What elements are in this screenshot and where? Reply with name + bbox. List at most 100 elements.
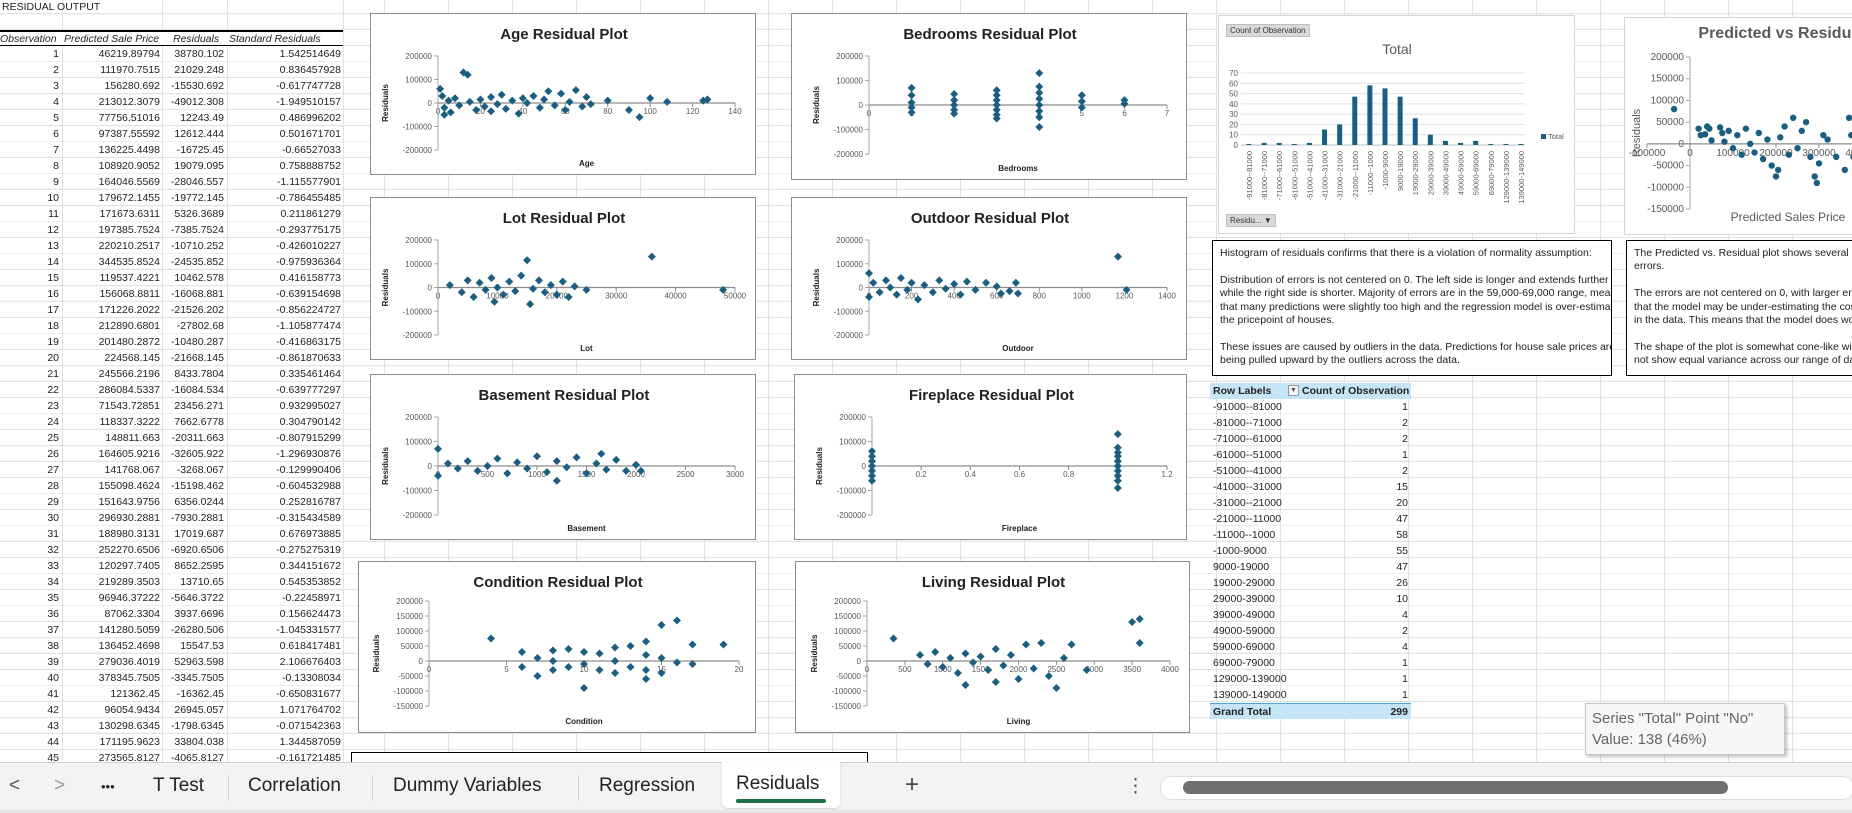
residual-cell[interactable]: 7662.6778: [174, 416, 224, 428]
residual-cell[interactable]: 3937.6696: [174, 608, 224, 620]
predicted-cell[interactable]: 108920.9052: [98, 160, 160, 172]
pivot-row-count[interactable]: 15: [1396, 481, 1408, 493]
predicted-cell[interactable]: 344535.8524: [98, 256, 160, 268]
residual-cell[interactable]: -16068.881: [170, 288, 224, 300]
standard-residual-cell[interactable]: 0.758888752: [279, 160, 341, 172]
observation-cell[interactable]: 37: [47, 624, 59, 636]
predicted-cell[interactable]: 141768.067: [104, 464, 160, 476]
residual-cell[interactable]: -28046.557: [170, 176, 224, 188]
predicted-cell[interactable]: 155098.4624: [98, 480, 160, 492]
residual-cell[interactable]: -16725.45: [176, 144, 224, 156]
standard-residual-cell[interactable]: 0.211861279: [280, 208, 341, 220]
predicted-cell[interactable]: 141280.5059: [98, 624, 160, 636]
predicted-cell[interactable]: 96946.37222: [98, 592, 160, 604]
standard-residual-cell[interactable]: 0.304790142: [279, 416, 341, 428]
observation-cell[interactable]: 15: [47, 272, 59, 284]
predicted-cell[interactable]: 119537.4221: [99, 272, 160, 284]
residual-cell[interactable]: -16362.45: [176, 688, 224, 700]
pivot-row-count[interactable]: 1: [1402, 657, 1408, 669]
observation-cell[interactable]: 9: [53, 176, 59, 188]
predicted-cell[interactable]: 111970.7515: [100, 64, 160, 76]
observation-cell[interactable]: 20: [47, 352, 59, 364]
observation-cell[interactable]: 26: [47, 448, 59, 460]
residual-cell[interactable]: -7385.7524: [170, 224, 224, 236]
residual-cell[interactable]: -15198.462: [170, 480, 224, 492]
pivot-row-label[interactable]: 139000-149000: [1213, 689, 1287, 701]
residual-cell[interactable]: 21029.248: [174, 64, 224, 76]
observation-cell[interactable]: 3: [53, 80, 59, 92]
observation-cell[interactable]: 29: [47, 496, 59, 508]
pivot-row-count[interactable]: 2: [1402, 625, 1408, 637]
observation-cell[interactable]: 2: [53, 64, 59, 76]
predicted-cell[interactable]: 148811.663: [105, 432, 160, 444]
standard-residual-cell[interactable]: 0.501671701: [279, 128, 341, 140]
age-residual-chart[interactable]: Age Residual Plot 200000 100000 0 -100000 -20…: [370, 13, 756, 175]
standard-residual-cell[interactable]: 1.542514649: [279, 48, 341, 60]
residual-cell[interactable]: 12243.49: [180, 112, 224, 124]
observation-cell[interactable]: 32: [47, 544, 59, 556]
pivot-row-count[interactable]: 10: [1396, 593, 1408, 605]
predicted-cell[interactable]: 296930.2881: [98, 512, 160, 524]
pivot-row-label[interactable]: 9000-19000: [1213, 561, 1270, 573]
observation-cell[interactable]: 24: [47, 416, 59, 428]
standard-residual-cell[interactable]: -0.13308034: [282, 672, 341, 684]
basement-residual-chart[interactable]: Basement Residual Plot 200000 100000 0 -1000…: [370, 374, 756, 540]
observation-cell[interactable]: 45: [47, 752, 59, 764]
residual-cell[interactable]: -27802.68: [176, 320, 224, 332]
header-standard-residuals[interactable]: Standard Residuals: [229, 33, 321, 45]
predicted-cell[interactable]: 286084.5337: [98, 384, 160, 396]
residual-cell[interactable]: 23456.271: [174, 400, 224, 412]
observation-cell[interactable]: 35: [47, 592, 59, 604]
predicted-cell[interactable]: 96054.9434: [104, 704, 160, 716]
observation-cell[interactable]: 44: [47, 736, 59, 748]
residual-cell[interactable]: -7930.2881: [170, 512, 224, 524]
observation-cell[interactable]: 31: [47, 528, 59, 540]
standard-residual-cell[interactable]: -0.617747728: [276, 80, 341, 92]
standard-residual-cell[interactable]: -0.861870633: [276, 352, 341, 364]
predicted-cell[interactable]: 77756.51016: [98, 112, 160, 124]
pivot-row-count[interactable]: 1: [1402, 689, 1408, 701]
residual-cell[interactable]: 5326.3689: [174, 208, 224, 220]
standard-residual-cell[interactable]: 0.836457928: [279, 64, 341, 76]
standard-residual-cell[interactable]: -1.296930876: [276, 448, 341, 460]
standard-residual-cell[interactable]: -0.856224727: [276, 304, 341, 316]
standard-residual-cell[interactable]: -0.66527033: [282, 144, 341, 156]
pivot-row-label[interactable]: -41000--31000: [1213, 481, 1282, 493]
pivot-row-label[interactable]: -71000--61000: [1213, 433, 1282, 445]
pivot-row-count[interactable]: 55: [1396, 545, 1408, 557]
observation-cell[interactable]: 7: [53, 144, 59, 156]
living-residual-chart[interactable]: Living Residual Plot 200000 150000 100000 50…: [795, 561, 1190, 733]
residual-cell[interactable]: -49012.308: [170, 96, 224, 108]
predicted-cell[interactable]: 120297.7405: [98, 560, 160, 572]
standard-residual-cell[interactable]: 1.071764702: [279, 704, 341, 716]
histogram-notes-textbox[interactable]: Histogram of residuals confirms that the…: [1212, 240, 1612, 376]
residual-cell[interactable]: 15547.53: [180, 640, 224, 652]
pivot-row-count[interactable]: 58: [1396, 529, 1408, 541]
tab-correlation[interactable]: Correlation: [248, 775, 341, 796]
residual-cell[interactable]: -16084.534: [170, 384, 224, 396]
predicted-cell[interactable]: 212890.6801: [98, 320, 160, 332]
filter-button-residuals[interactable]: Residu... ▼: [1226, 214, 1276, 227]
observation-cell[interactable]: 12: [47, 224, 59, 236]
residual-cell[interactable]: 6356.0244: [174, 496, 224, 508]
pivot-row-count[interactable]: 1: [1402, 401, 1408, 413]
residual-cell[interactable]: 8433.7804: [174, 368, 224, 380]
residual-cell[interactable]: -5646.3722: [170, 592, 224, 604]
pivot-row-count[interactable]: 2: [1402, 465, 1408, 477]
pivot-row-label[interactable]: -61000--51000: [1213, 449, 1282, 461]
residual-output-title[interactable]: RESIDUAL OUTPUT: [2, 1, 101, 13]
residual-cell[interactable]: -3345.7505: [170, 672, 224, 684]
observation-cell[interactable]: 41: [47, 688, 59, 700]
predicted-cell[interactable]: 201480.2872: [98, 336, 160, 348]
more-sheets-icon[interactable]: •••: [101, 779, 115, 794]
standard-residual-cell[interactable]: 0.676973885: [279, 528, 341, 540]
pivot-row-label[interactable]: -11000--1000: [1213, 529, 1276, 541]
standard-residual-cell[interactable]: -0.161721485: [276, 752, 341, 764]
pivot-row-count[interactable]: 2: [1402, 433, 1408, 445]
observation-cell[interactable]: 14: [47, 256, 59, 268]
observation-cell[interactable]: 19: [47, 336, 59, 348]
residual-cell[interactable]: 10462.578: [174, 272, 224, 284]
residual-cell[interactable]: 8652.2595: [174, 560, 224, 572]
predicted-cell[interactable]: 151643.9756: [98, 496, 160, 508]
observation-cell[interactable]: 11: [48, 208, 59, 220]
